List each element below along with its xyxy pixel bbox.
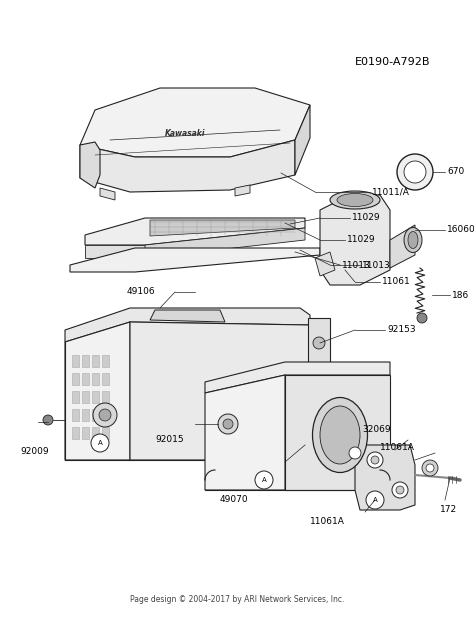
Polygon shape (72, 355, 79, 367)
Polygon shape (92, 391, 99, 403)
Polygon shape (205, 362, 390, 393)
Text: 49070: 49070 (220, 495, 249, 504)
Ellipse shape (404, 228, 422, 253)
Circle shape (392, 482, 408, 498)
Ellipse shape (408, 232, 418, 248)
Polygon shape (235, 185, 250, 196)
Circle shape (349, 447, 361, 459)
Text: 92015: 92015 (155, 436, 183, 444)
Polygon shape (145, 228, 305, 258)
Text: E0190-A792B: E0190-A792B (355, 57, 430, 67)
Text: 11061: 11061 (382, 277, 411, 287)
Text: 11061A: 11061A (310, 517, 345, 527)
Polygon shape (102, 409, 109, 421)
Polygon shape (92, 373, 99, 385)
Polygon shape (82, 409, 89, 421)
Text: 32069: 32069 (362, 425, 391, 435)
Polygon shape (72, 427, 79, 439)
Circle shape (93, 403, 117, 427)
Polygon shape (65, 308, 310, 342)
Polygon shape (390, 225, 415, 268)
Circle shape (417, 313, 427, 323)
Polygon shape (102, 391, 109, 403)
Polygon shape (308, 318, 330, 380)
Text: 11029: 11029 (347, 235, 375, 245)
Polygon shape (85, 245, 145, 258)
Polygon shape (285, 375, 390, 490)
Text: Kawasaki: Kawasaki (165, 129, 205, 137)
Polygon shape (85, 218, 305, 245)
Text: A: A (98, 440, 102, 446)
Circle shape (255, 471, 273, 489)
Polygon shape (82, 355, 89, 367)
Polygon shape (130, 322, 310, 460)
Polygon shape (102, 355, 109, 367)
Polygon shape (355, 445, 415, 510)
Polygon shape (150, 310, 225, 322)
Text: 16060: 16060 (447, 225, 474, 235)
Text: 11013: 11013 (362, 261, 391, 269)
Polygon shape (82, 427, 89, 439)
Circle shape (218, 414, 238, 434)
Ellipse shape (337, 194, 373, 207)
Circle shape (367, 452, 383, 468)
Circle shape (43, 415, 53, 425)
Text: 11029: 11029 (352, 214, 381, 222)
Circle shape (223, 419, 233, 429)
Text: 92009: 92009 (20, 448, 49, 456)
Polygon shape (72, 391, 79, 403)
Polygon shape (295, 105, 310, 175)
Ellipse shape (320, 406, 360, 464)
Polygon shape (320, 195, 390, 285)
Polygon shape (70, 248, 320, 272)
Text: 92153: 92153 (387, 326, 416, 334)
Polygon shape (82, 391, 89, 403)
Polygon shape (205, 375, 285, 490)
Text: ARI: ARI (119, 314, 301, 406)
Circle shape (99, 409, 111, 421)
Circle shape (396, 486, 404, 494)
Text: A: A (262, 477, 266, 483)
Circle shape (313, 337, 325, 349)
Polygon shape (80, 140, 295, 192)
Polygon shape (100, 188, 115, 200)
Ellipse shape (330, 191, 380, 209)
Text: Page design © 2004-2017 by ARI Network Services, Inc.: Page design © 2004-2017 by ARI Network S… (130, 595, 344, 605)
Circle shape (366, 491, 384, 509)
Circle shape (91, 434, 109, 452)
Text: 11061A: 11061A (380, 443, 415, 452)
Polygon shape (80, 88, 310, 157)
Circle shape (422, 460, 438, 476)
Polygon shape (72, 373, 79, 385)
Polygon shape (102, 373, 109, 385)
Polygon shape (92, 409, 99, 421)
Circle shape (404, 161, 426, 183)
Text: 186: 186 (452, 290, 469, 300)
Polygon shape (80, 142, 100, 188)
Polygon shape (315, 252, 335, 276)
Text: 49106: 49106 (127, 287, 155, 297)
Circle shape (397, 154, 433, 190)
Polygon shape (92, 355, 99, 367)
Polygon shape (102, 427, 109, 439)
Text: 11013: 11013 (342, 261, 371, 269)
Text: 11011/A: 11011/A (372, 188, 410, 196)
Circle shape (426, 464, 434, 472)
Text: A: A (373, 497, 377, 503)
Polygon shape (65, 322, 130, 460)
Circle shape (371, 456, 379, 464)
Polygon shape (150, 220, 295, 236)
Polygon shape (72, 409, 79, 421)
Polygon shape (82, 373, 89, 385)
Ellipse shape (312, 397, 367, 472)
Polygon shape (92, 427, 99, 439)
Text: 172: 172 (440, 506, 457, 514)
Text: 670: 670 (447, 168, 464, 176)
